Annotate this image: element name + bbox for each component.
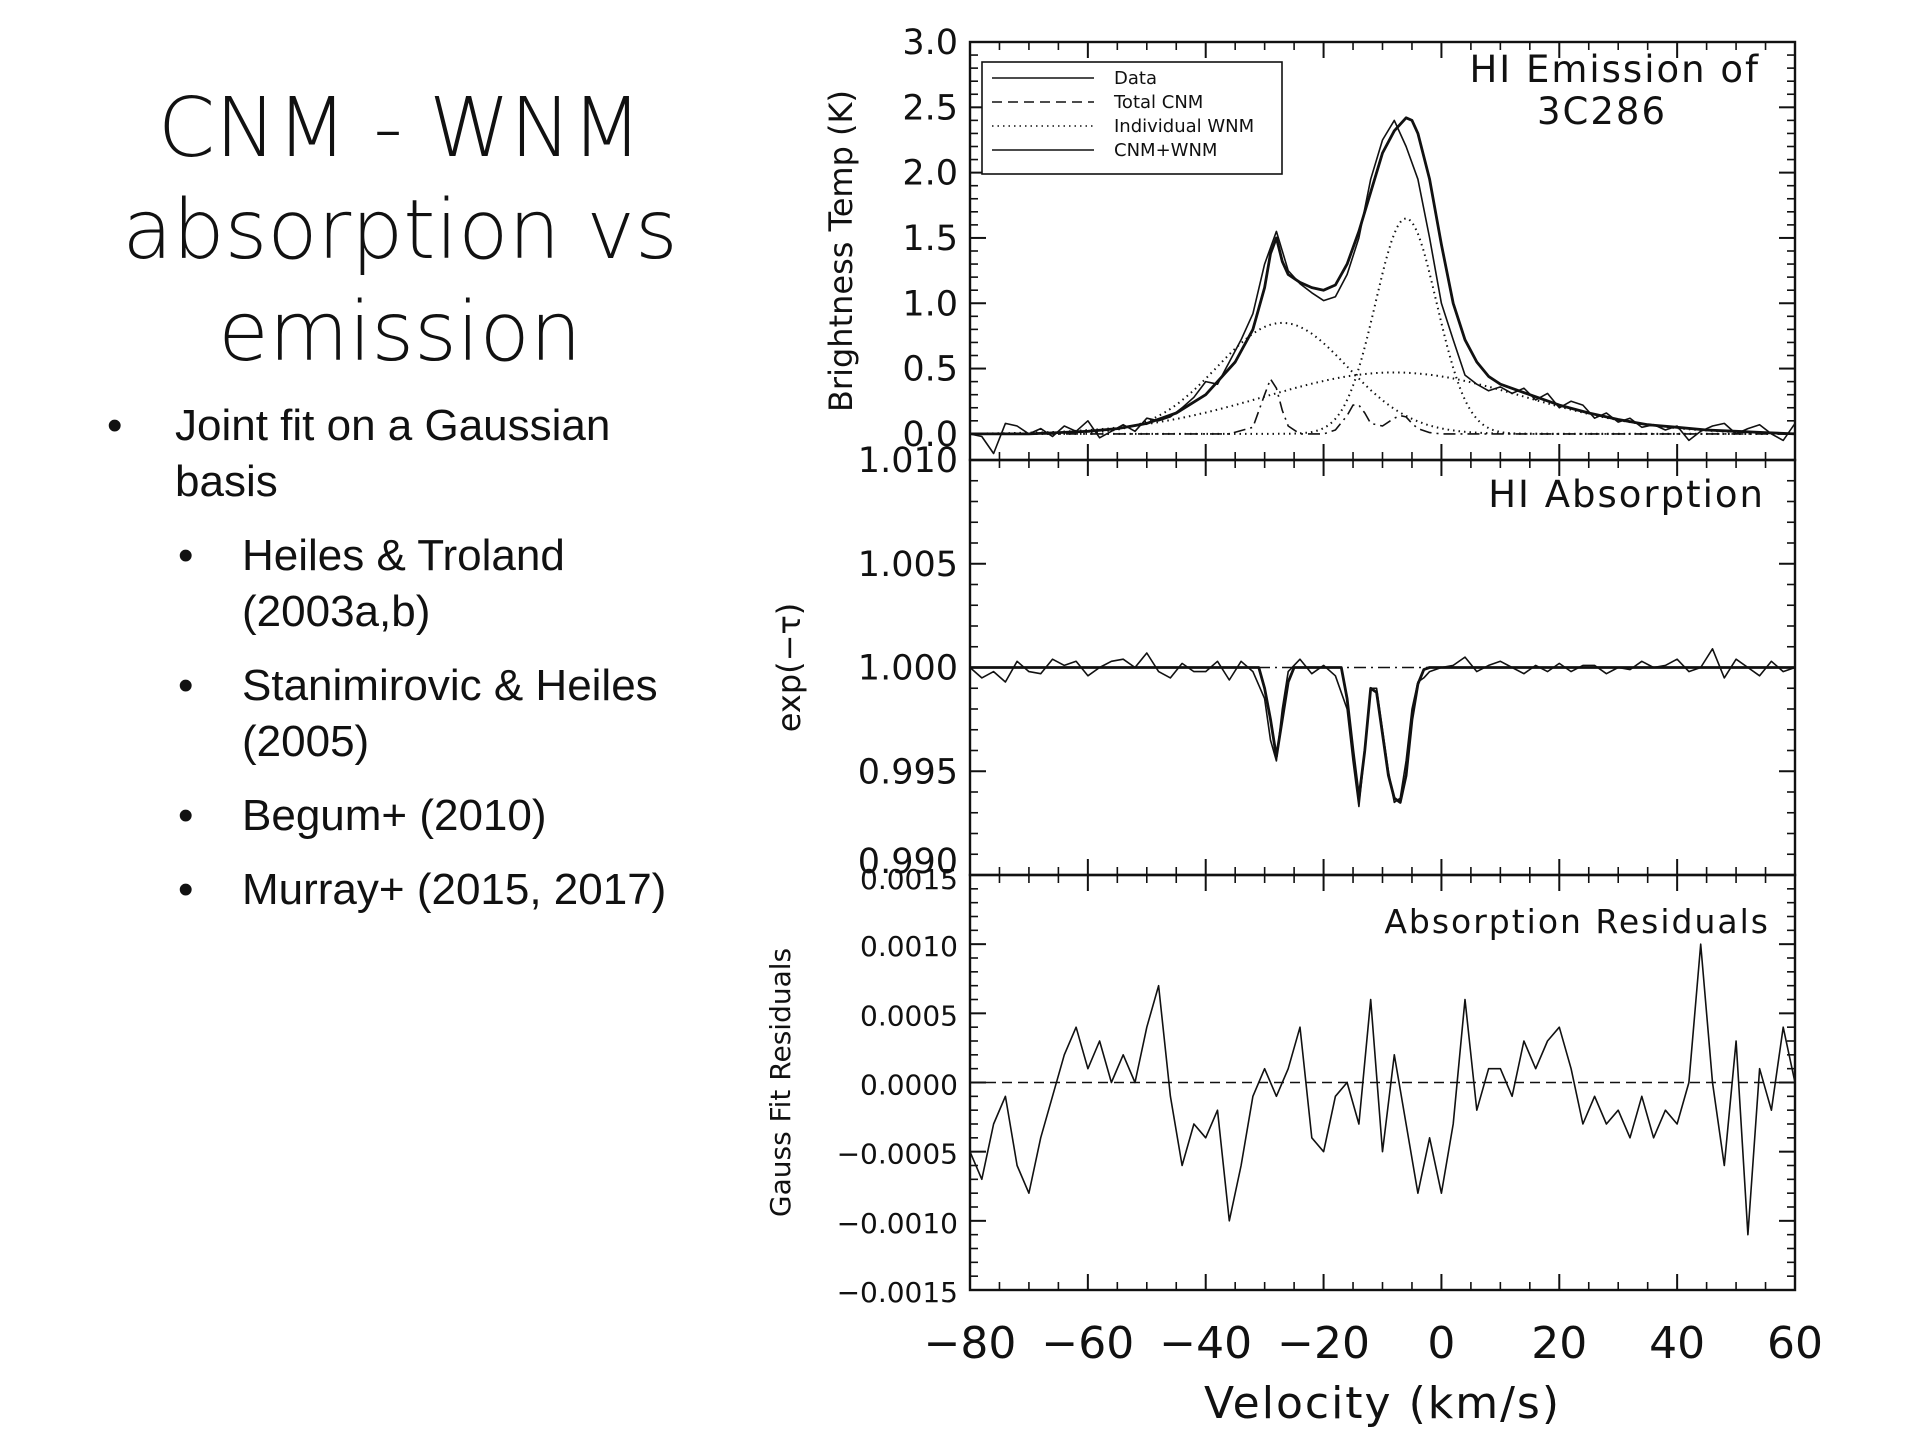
y-tick-label: −0.0005 <box>837 1138 958 1171</box>
y-tick-label: 0.0010 <box>860 930 958 963</box>
y-tick-label: 0.0005 <box>860 999 958 1032</box>
bullet-text: basis <box>175 457 278 506</box>
y-tick-label: 1.010 <box>858 441 958 481</box>
x-tick-label: 60 <box>1767 1318 1823 1369</box>
bullet-item: • Murray+ (2015, 2017) <box>178 862 742 918</box>
y-axis-label: Gauss Fit Residuals <box>764 948 797 1217</box>
slide-title-line: CNM - WNM <box>157 81 643 176</box>
y-tick-label: 1.000 <box>858 649 958 689</box>
series-line <box>970 217 1795 435</box>
x-tick-label: 40 <box>1649 1318 1705 1369</box>
bullet-list: • Joint fit on a Gaussian basis • Heiles… <box>0 0 760 1000</box>
bullet-text: Begum+ (2010) <box>242 791 547 840</box>
x-tick-label: −20 <box>1277 1318 1370 1369</box>
legend-label: Total CNM <box>1113 92 1203 113</box>
series-line <box>970 116 1795 436</box>
series-line <box>970 943 1795 1236</box>
slide-title-line: absorption vs <box>122 183 678 278</box>
legend-label: CNM+WNM <box>1114 140 1217 161</box>
bullet-text: Heiles & Troland <box>242 531 565 580</box>
y-tick-label: 2.5 <box>902 88 958 128</box>
x-tick-label: −40 <box>1159 1318 1252 1369</box>
bullet-text: Joint fit on a Gaussian <box>175 401 611 450</box>
bullet-item: • Heiles & Troland (2003a,b) <box>178 528 742 640</box>
y-tick-label: 2.0 <box>902 154 958 194</box>
series-line <box>970 371 1795 435</box>
bullet-glyph: • <box>178 865 194 914</box>
x-tick-label: 0 <box>1427 1318 1455 1369</box>
x-tick-label: −60 <box>1041 1318 1134 1369</box>
y-tick-label: 0.0015 <box>860 863 958 896</box>
y-tick-label: 0.990 <box>858 842 958 882</box>
bullet-item: • Begum+ (2010) <box>178 788 742 844</box>
series-line <box>970 666 1795 804</box>
bullet-text: Stanimirovic & Heiles <box>242 661 658 710</box>
panel-title: 3C286 <box>1537 90 1667 133</box>
panel-title: HI Absorption <box>1488 473 1765 516</box>
y-tick-label: −0.0010 <box>837 1207 958 1240</box>
bullet-glyph: • <box>178 791 194 840</box>
y-tick-label: −0.0015 <box>837 1276 958 1309</box>
slide-title: CNM - WNM absorption vs emission <box>60 78 740 384</box>
bullet-item: • Stanimirovic & Heiles (2005) <box>178 658 742 770</box>
x-tick-label: 20 <box>1531 1318 1587 1369</box>
y-tick-label: 1.5 <box>902 219 958 259</box>
y-tick-label: 0.5 <box>902 350 958 390</box>
y-tick-label: 1.0 <box>902 284 958 324</box>
x-tick-label: −80 <box>924 1318 1017 1369</box>
y-tick-label: 0.0000 <box>860 1069 958 1102</box>
slide-title-line: emission <box>218 285 582 380</box>
y-axis-label: Brightness Temp (K) <box>822 90 860 412</box>
series-line <box>970 378 1795 435</box>
bullet-glyph: • <box>178 661 194 710</box>
bullet-glyph: • <box>107 401 123 450</box>
y-tick-label: 0.995 <box>858 752 958 792</box>
y-tick-label: 0.0 <box>902 415 958 455</box>
bullet-text: Murray+ (2015, 2017) <box>242 865 667 914</box>
y-axis-label: exp(−τ) <box>770 603 808 732</box>
legend-label: Individual WNM <box>1114 116 1254 137</box>
legend-label: Data <box>1114 68 1157 89</box>
y-tick-label: 3.0 <box>902 23 958 63</box>
bullet-glyph: • <box>178 531 194 580</box>
bullet-text: (2005) <box>242 717 370 766</box>
bullet-item: • Joint fit on a Gaussian basis <box>107 398 735 510</box>
panel-title: Absorption Residuals <box>1384 902 1770 941</box>
legend-box <box>981 61 1283 175</box>
panel-title: HI Emission of <box>1469 48 1760 91</box>
bullet-text: (2003a,b) <box>242 587 431 636</box>
y-tick-label: 1.005 <box>858 545 958 585</box>
x-axis-label: Velocity (km/s) <box>1204 1378 1561 1429</box>
series-line <box>970 321 1795 435</box>
